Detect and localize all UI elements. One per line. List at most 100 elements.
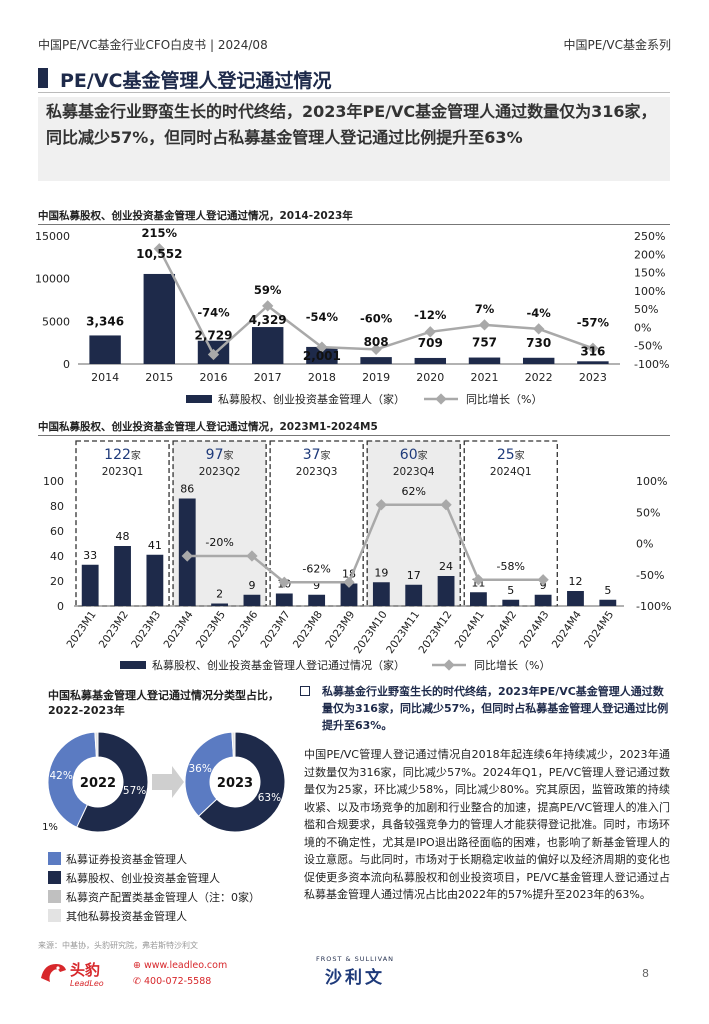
bar-value-label: 709 [418,336,443,350]
x-tick-label: 2023 [579,371,607,384]
page-number: 8 [642,967,649,980]
bar [81,564,99,606]
growth-value-label: -58% [497,560,525,573]
bar-value-label: 19 [374,566,388,579]
quarter-count: 37家 [303,447,331,463]
chart2-svg: 122家 2023Q1 97家 2023Q2 37家 2023Q3 60家 2023Q4 25家… [43,440,671,672]
growth-value-label: 7% [475,302,495,316]
legend-line-marker [443,659,455,671]
bar [114,546,131,606]
pie-title: 中国私募基金管理人登记通过情况分类型占比，2022-2023年 [48,689,279,717]
bar [89,335,121,364]
growth-value-label: -74% [197,305,230,319]
chart2-rule [38,435,670,436]
bar [372,582,390,606]
header-right: 中国PE/VC基金系列 [563,38,671,52]
legend-line-marker [435,393,447,405]
growth-point [278,576,290,588]
legend-bar-label: 私募股权、创业投资基金管理人登记通过情况（家） [152,658,405,672]
growth-point [262,300,274,312]
growth-point [478,319,491,331]
bar [414,357,447,364]
pie-slice [76,731,149,833]
pie-value-label: 42% [49,770,72,782]
quarter-count: 60家 [400,447,428,463]
x-tick-label: 2022 [525,371,553,384]
growth-value-label: 59% [254,283,282,297]
bar-value-label: 41 [148,539,162,552]
growth-point [537,574,549,586]
x-tick-label: 2019 [362,371,390,384]
globe-icon: ⊕ [133,960,144,971]
y-tick-label-right: -100% [634,358,669,371]
bar-value-label: 316 [580,344,605,358]
y-tick-label-right: -50% [634,340,662,353]
bar [470,592,487,606]
growth-value-label: -60% [360,311,393,325]
legend-line-label: 同比增长（%） [466,392,542,406]
legend-swatch [48,852,61,865]
x-tick-label: 2023M7 [259,609,293,651]
bar-value-label: 808 [364,335,389,349]
pie-svg: 57% 42% 2022 1% 63% 36% 2023 [42,731,286,833]
pie-legend-item: 私募股权、创业投资基金管理人 [48,870,220,886]
bar [143,273,176,364]
quarter-label: 2023Q3 [296,466,338,478]
bar [243,594,261,606]
bar [522,357,555,364]
y-tick-label-right: 250% [634,230,665,243]
bar-value-label: 24 [439,560,453,573]
growth-value-label: -54% [306,310,339,324]
growth-value-label: -12% [414,308,447,322]
pie-hole [74,758,122,806]
bar [306,346,338,364]
y-tick-label-right: -50% [636,569,664,582]
arrow-right-icon [152,766,184,798]
bar [599,599,617,606]
chart1-rule [38,224,670,225]
growth-value-label: -4% [527,306,552,320]
y-tick-label-left: 100 [43,475,64,488]
bar [146,554,164,606]
legend-line-label: 同比增长（%） [474,658,550,672]
y-tick-label-right: 50% [636,506,660,519]
bar-value-label: 10,552 [136,247,182,261]
legend-bar-swatch [120,661,146,669]
y-tick-label-left: 15000 [35,230,70,243]
pie-small-label: 1% [42,822,58,833]
section-title-text: PE/VC基金管理人登记通过情况 [60,70,332,92]
y-tick-label-right: 0% [636,538,653,551]
pie-year-label: 2022 [80,776,116,791]
growth-line [251,555,286,584]
bar-value-label: 5 [507,584,514,597]
pie-legend-item: 私募证券投资基金管理人 [48,851,187,867]
pie-value-label: 57% [123,785,146,797]
y-tick-label-left: 60 [50,525,64,538]
bar [577,361,609,364]
bar [340,583,358,606]
legend-swatch [48,871,61,884]
bar [567,591,584,606]
bar-value-label: 3,346 [86,314,124,328]
x-tick-label: 2015 [145,371,173,384]
footer-url[interactable]: ⊕ www.leadleo.com [133,960,228,971]
growth-value-label: -20% [205,536,233,549]
footer-phone: ✆ 400-072-5588 [133,976,212,987]
legend-bar-label: 私募股权、创业投资基金管理人（家） [218,392,405,406]
pie-slice [47,731,97,828]
y-tick-label-left: 5000 [42,315,70,328]
bar-value-label: 2 [216,588,223,601]
bar-value-label: 730 [526,336,551,350]
growth-value-label: 215% [142,226,178,240]
header-left: 中国PE/VC基金行业CFO白皮书 | 2024/08 [38,38,268,52]
summary-box: 私募基金行业野蛮生长的时代终结，2023年PE/VC基金管理人通过数量仅为316… [38,97,670,181]
quarter-label: 2023Q1 [102,466,144,478]
pie-value-label: 63% [258,792,281,804]
y-tick-label-right: 50% [634,303,658,316]
pie-slice [184,731,234,817]
frost-sullivan-logo: FROST & SULLIVAN 沙利文 [315,955,395,988]
bar-value-label: 2,729 [195,329,233,343]
y-tick-label-left: 10000 [35,273,70,286]
quarter-count: 122家 [104,447,141,463]
y-tick-label-left: 20 [50,575,64,588]
